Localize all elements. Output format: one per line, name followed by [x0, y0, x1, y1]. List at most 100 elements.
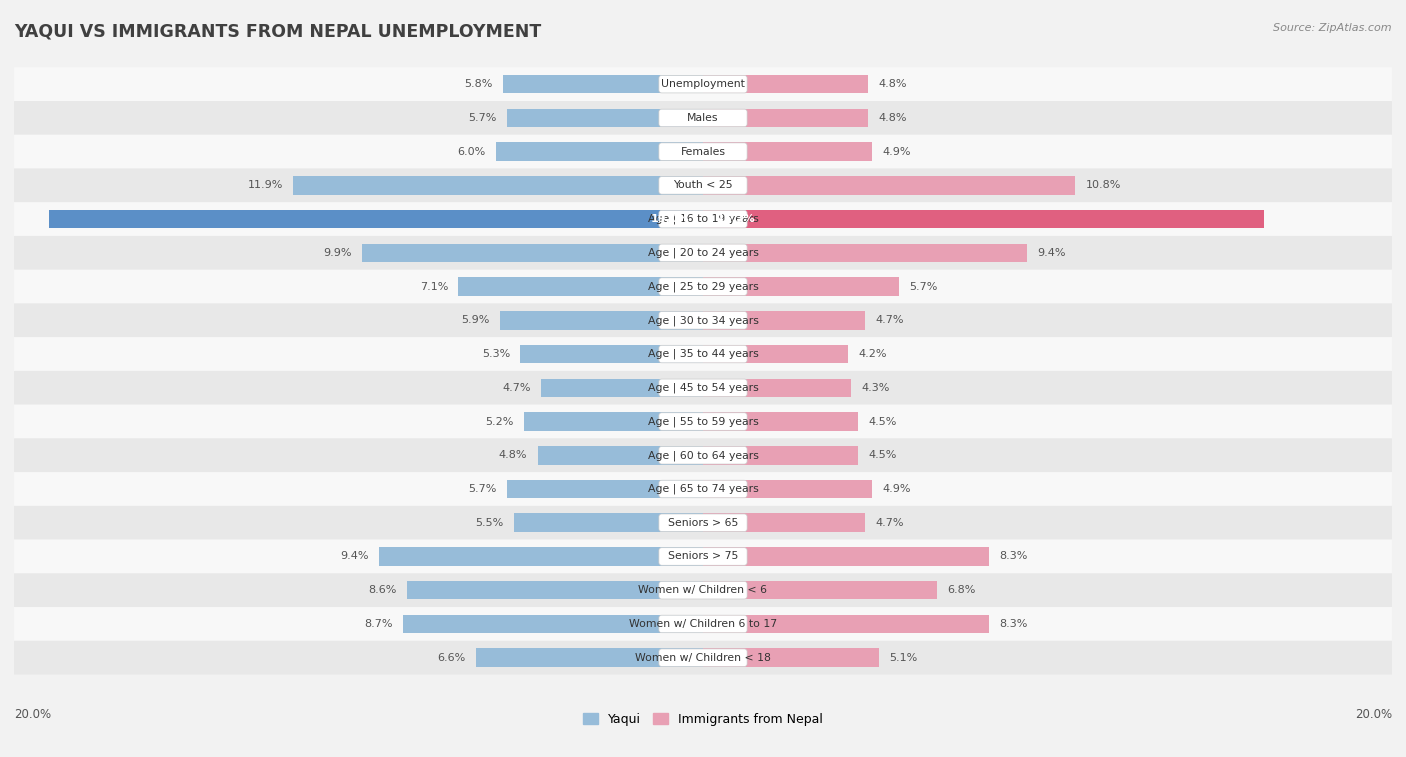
Text: Age | 60 to 64 years: Age | 60 to 64 years: [648, 450, 758, 460]
FancyBboxPatch shape: [659, 345, 747, 363]
Text: 4.9%: 4.9%: [882, 147, 911, 157]
FancyBboxPatch shape: [659, 109, 747, 126]
Bar: [524, 413, 703, 431]
Bar: [703, 75, 869, 93]
Text: YAQUI VS IMMIGRANTS FROM NEPAL UNEMPLOYMENT: YAQUI VS IMMIGRANTS FROM NEPAL UNEMPLOYM…: [14, 23, 541, 41]
Text: 9.4%: 9.4%: [1038, 248, 1066, 258]
Bar: [703, 176, 1076, 195]
Text: Seniors > 65: Seniors > 65: [668, 518, 738, 528]
Text: Seniors > 75: Seniors > 75: [668, 552, 738, 562]
Text: Women w/ Children < 6: Women w/ Children < 6: [638, 585, 768, 595]
FancyBboxPatch shape: [14, 607, 1392, 641]
Text: 16.3%: 16.3%: [717, 214, 755, 224]
Text: Unemployment: Unemployment: [661, 79, 745, 89]
Text: 5.9%: 5.9%: [461, 316, 489, 326]
Bar: [703, 581, 938, 600]
Text: 4.8%: 4.8%: [499, 450, 527, 460]
Text: 5.3%: 5.3%: [482, 349, 510, 359]
FancyBboxPatch shape: [14, 304, 1392, 337]
FancyBboxPatch shape: [14, 573, 1392, 607]
Text: Females: Females: [681, 147, 725, 157]
Bar: [703, 480, 872, 498]
FancyBboxPatch shape: [14, 405, 1392, 438]
Text: 8.3%: 8.3%: [1000, 552, 1028, 562]
Bar: [361, 244, 703, 262]
Bar: [506, 109, 703, 127]
FancyBboxPatch shape: [659, 548, 747, 565]
Bar: [48, 210, 703, 229]
Bar: [503, 75, 703, 93]
Text: 4.5%: 4.5%: [869, 416, 897, 426]
FancyBboxPatch shape: [659, 244, 747, 262]
FancyBboxPatch shape: [659, 447, 747, 464]
Bar: [292, 176, 703, 195]
Text: 6.8%: 6.8%: [948, 585, 976, 595]
Text: 9.4%: 9.4%: [340, 552, 368, 562]
FancyBboxPatch shape: [14, 540, 1392, 573]
Bar: [513, 513, 703, 532]
Bar: [703, 109, 869, 127]
Text: 4.5%: 4.5%: [869, 450, 897, 460]
Text: Age | 20 to 24 years: Age | 20 to 24 years: [648, 248, 758, 258]
Bar: [703, 513, 865, 532]
Text: 5.8%: 5.8%: [464, 79, 494, 89]
FancyBboxPatch shape: [659, 413, 747, 430]
FancyBboxPatch shape: [659, 649, 747, 666]
Text: 8.3%: 8.3%: [1000, 619, 1028, 629]
Text: 11.9%: 11.9%: [247, 180, 283, 190]
FancyBboxPatch shape: [14, 169, 1392, 202]
Bar: [703, 547, 988, 565]
Text: 4.2%: 4.2%: [858, 349, 887, 359]
Text: 10.8%: 10.8%: [1085, 180, 1121, 190]
FancyBboxPatch shape: [659, 210, 747, 228]
FancyBboxPatch shape: [14, 101, 1392, 135]
Bar: [458, 277, 703, 296]
FancyBboxPatch shape: [14, 236, 1392, 269]
Bar: [499, 311, 703, 329]
FancyBboxPatch shape: [14, 641, 1392, 674]
Text: 20.0%: 20.0%: [1355, 708, 1392, 721]
Text: Source: ZipAtlas.com: Source: ZipAtlas.com: [1274, 23, 1392, 33]
Text: 19.0%: 19.0%: [651, 214, 689, 224]
Text: Age | 55 to 59 years: Age | 55 to 59 years: [648, 416, 758, 427]
Bar: [703, 244, 1026, 262]
FancyBboxPatch shape: [659, 76, 747, 93]
Bar: [703, 311, 865, 329]
Bar: [506, 480, 703, 498]
Bar: [703, 210, 1264, 229]
Text: 5.7%: 5.7%: [468, 113, 496, 123]
FancyBboxPatch shape: [659, 312, 747, 329]
Bar: [541, 378, 703, 397]
Bar: [703, 142, 872, 161]
Text: 20.0%: 20.0%: [14, 708, 51, 721]
Bar: [406, 581, 703, 600]
Bar: [703, 413, 858, 431]
Legend: Yaqui, Immigrants from Nepal: Yaqui, Immigrants from Nepal: [578, 708, 828, 731]
Bar: [703, 649, 879, 667]
Text: 6.0%: 6.0%: [458, 147, 486, 157]
FancyBboxPatch shape: [14, 269, 1392, 304]
Bar: [496, 142, 703, 161]
Text: Age | 25 to 29 years: Age | 25 to 29 years: [648, 282, 758, 292]
Text: 4.8%: 4.8%: [879, 79, 907, 89]
Text: 4.8%: 4.8%: [879, 113, 907, 123]
FancyBboxPatch shape: [659, 176, 747, 194]
FancyBboxPatch shape: [14, 337, 1392, 371]
Text: Age | 30 to 34 years: Age | 30 to 34 years: [648, 315, 758, 326]
Text: 9.9%: 9.9%: [323, 248, 352, 258]
FancyBboxPatch shape: [659, 379, 747, 397]
FancyBboxPatch shape: [14, 67, 1392, 101]
Text: 4.9%: 4.9%: [882, 484, 911, 494]
FancyBboxPatch shape: [659, 143, 747, 160]
Bar: [380, 547, 703, 565]
Text: 7.1%: 7.1%: [420, 282, 449, 291]
FancyBboxPatch shape: [659, 278, 747, 295]
Text: 8.6%: 8.6%: [368, 585, 396, 595]
FancyBboxPatch shape: [14, 472, 1392, 506]
Text: Age | 65 to 74 years: Age | 65 to 74 years: [648, 484, 758, 494]
Bar: [703, 615, 988, 633]
Bar: [703, 344, 848, 363]
Text: 4.7%: 4.7%: [502, 383, 531, 393]
FancyBboxPatch shape: [14, 371, 1392, 405]
FancyBboxPatch shape: [14, 135, 1392, 169]
